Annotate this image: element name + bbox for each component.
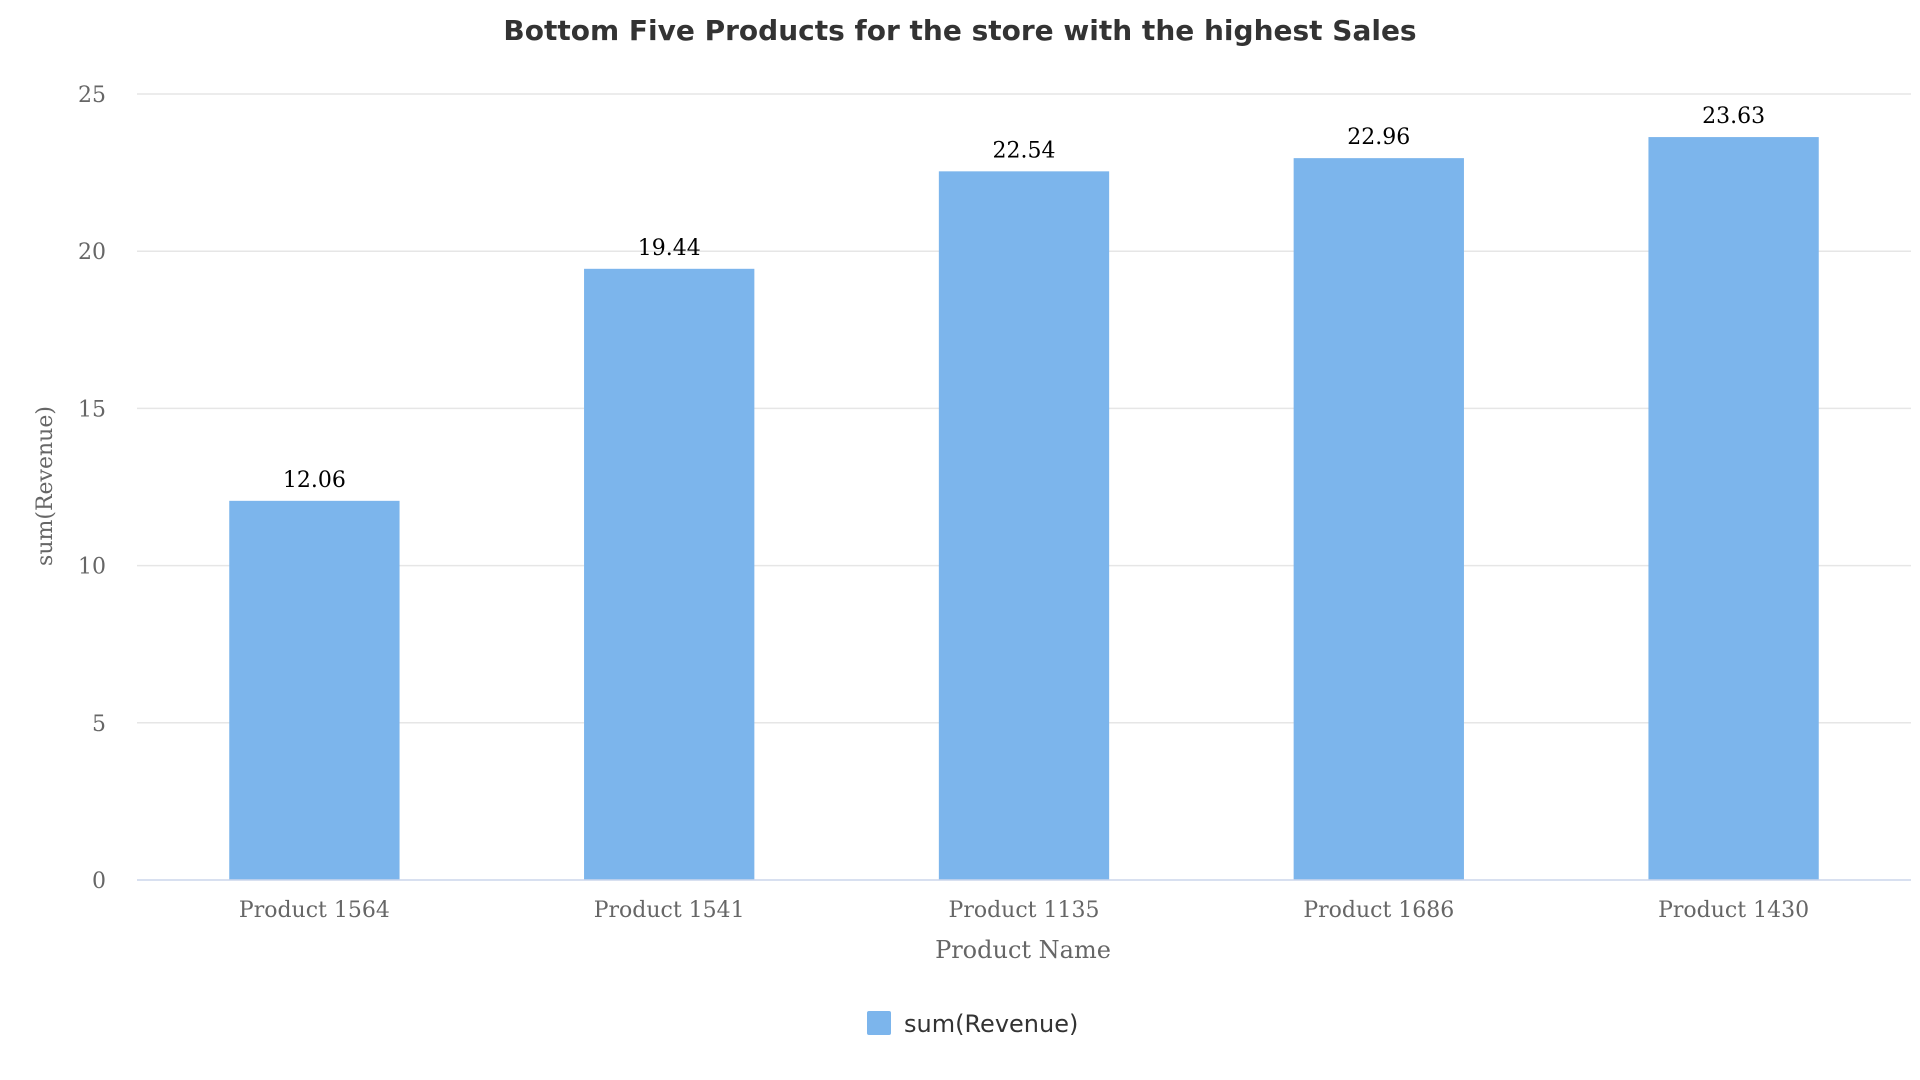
legend-swatch[interactable]	[867, 1011, 891, 1035]
data-labels: 12.06 19.44 22.54 22.96 23.63	[283, 104, 1765, 493]
data-label: 22.96	[1347, 125, 1410, 150]
y-axis-ticks: 0 5 10 15 20 25	[78, 83, 106, 894]
chart-title: Bottom Five Products for the store with …	[503, 14, 1416, 47]
data-label: 22.54	[993, 138, 1056, 163]
bar[interactable]	[1648, 137, 1819, 880]
bar[interactable]	[584, 268, 755, 880]
x-tick-label: Product 1430	[1658, 898, 1809, 923]
x-axis-title: Product Name	[935, 936, 1111, 964]
x-tick-label: Product 1686	[1303, 898, 1454, 923]
bar[interactable]	[1293, 158, 1464, 881]
y-tick-label: 10	[78, 555, 106, 580]
y-tick-label: 20	[78, 240, 106, 265]
bars	[229, 137, 1819, 881]
y-tick-label: 15	[78, 397, 106, 422]
legend-label[interactable]: sum(Revenue)	[904, 1010, 1078, 1038]
bar[interactable]	[229, 500, 400, 880]
bar[interactable]	[938, 171, 1110, 880]
x-tick-label: Product 1135	[949, 898, 1100, 923]
data-label: 19.44	[638, 236, 701, 261]
data-label: 23.63	[1702, 104, 1765, 129]
y-axis-title: sum(Revenue)	[33, 406, 58, 566]
y-tick-label: 0	[92, 869, 106, 894]
x-tick-label: Product 1564	[239, 898, 390, 923]
data-label: 12.06	[283, 468, 346, 493]
y-tick-label: 25	[78, 83, 106, 108]
y-tick-label: 5	[92, 712, 106, 737]
x-axis-ticks: Product 1564 Product 1541 Product 1135 Prod…	[239, 898, 1809, 923]
x-tick-label: Product 1541	[594, 898, 745, 923]
legend[interactable]: sum(Revenue)	[867, 1010, 1078, 1038]
